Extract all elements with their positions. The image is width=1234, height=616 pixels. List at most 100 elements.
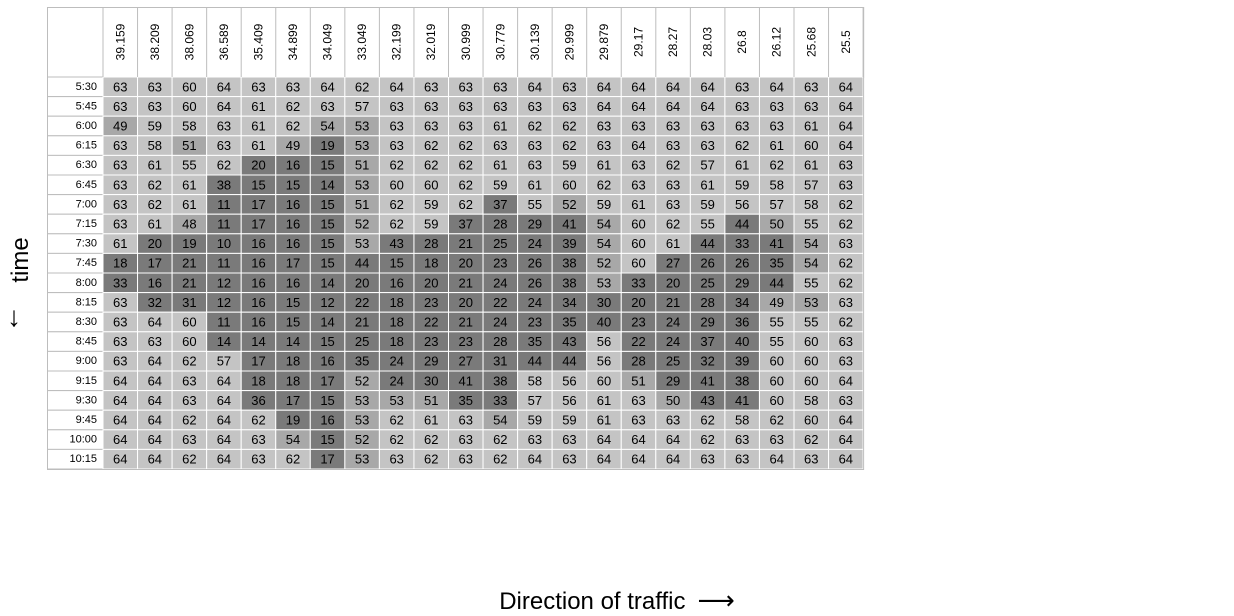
cell-value: 34 (562, 295, 576, 310)
cell-value: 16 (320, 413, 334, 428)
cell-value: 52 (562, 197, 576, 212)
cell-value: 22 (631, 334, 645, 349)
cell-value: 63 (700, 119, 714, 134)
cell-value: 64 (839, 413, 853, 428)
cell-value: 59 (424, 197, 438, 212)
cell-value: 25 (355, 334, 369, 349)
cell-value: 58 (735, 413, 749, 428)
cell-value: 33 (493, 393, 507, 408)
cell-value: 63 (700, 138, 714, 153)
cell-value: 15 (286, 295, 300, 310)
cell-value: 63 (839, 158, 853, 173)
cell-value: 19 (286, 413, 300, 428)
cell-value: 55 (804, 275, 818, 290)
cell-value: 64 (597, 432, 611, 447)
cell-value: 63 (666, 413, 680, 428)
cell-value: 62 (839, 217, 853, 232)
cell-value: 63 (700, 452, 714, 467)
column-header: 34.049 (321, 23, 335, 60)
cell-value: 53 (355, 236, 369, 251)
cell-value: 24 (493, 315, 507, 330)
cell-value: 38 (493, 373, 507, 388)
cell-value: 21 (182, 256, 196, 271)
cell-value: 17 (251, 354, 265, 369)
cell-value: 55 (528, 197, 542, 212)
cell-value: 40 (735, 334, 749, 349)
cell-value: 38 (562, 256, 576, 271)
cell-value: 64 (839, 452, 853, 467)
cell-value: 64 (700, 79, 714, 94)
cell-value: 16 (286, 217, 300, 232)
cell-value: 53 (355, 452, 369, 467)
cell-value: 63 (217, 119, 231, 134)
cell-value: 62 (286, 452, 300, 467)
cell-value: 62 (217, 158, 231, 173)
cell-value: 61 (182, 177, 196, 192)
cell-value: 62 (769, 413, 783, 428)
cell-value: 63 (113, 197, 127, 212)
y-axis-title: time (7, 237, 34, 283)
cell-value: 40 (597, 315, 611, 330)
cell-value: 27 (666, 256, 680, 271)
cell-value: 59 (493, 177, 507, 192)
cell-value: 63 (459, 99, 473, 114)
cell-value: 64 (631, 99, 645, 114)
cell-value: 63 (251, 432, 265, 447)
cell-value: 54 (493, 413, 507, 428)
cell-value: 21 (459, 315, 473, 330)
cell-value: 59 (597, 197, 611, 212)
cell-value: 63 (113, 217, 127, 232)
cell-value: 63 (459, 79, 473, 94)
row-label: 8:30 (76, 316, 97, 328)
cell-value: 61 (251, 99, 265, 114)
column-header: 29.17 (632, 27, 646, 57)
cell-value: 63 (839, 334, 853, 349)
cell-value: 63 (735, 432, 749, 447)
cell-value: 60 (182, 334, 196, 349)
cell-value: 64 (217, 393, 231, 408)
row-label: 9:30 (76, 394, 97, 406)
cell-value: 23 (528, 315, 542, 330)
row-label: 8:45 (76, 336, 97, 348)
cell-value: 64 (113, 413, 127, 428)
cell-value: 64 (148, 413, 162, 428)
cell-value: 63 (113, 99, 127, 114)
cell-value: 18 (286, 373, 300, 388)
cell-value: 21 (459, 275, 473, 290)
cell-value: 16 (251, 256, 265, 271)
cell-value: 63 (286, 79, 300, 94)
cell-value: 64 (631, 432, 645, 447)
cell-value: 18 (251, 373, 265, 388)
cell-value: 58 (182, 119, 196, 134)
cell-value: 49 (286, 138, 300, 153)
cell-value: 64 (113, 432, 127, 447)
cell-value: 18 (113, 256, 127, 271)
cell-value: 41 (735, 393, 749, 408)
cell-value: 62 (700, 432, 714, 447)
cell-value: 25 (700, 275, 714, 290)
cell-value: 15 (320, 197, 334, 212)
row-label: 10:00 (69, 434, 97, 446)
cell-value: 64 (217, 452, 231, 467)
column-header: 30.779 (493, 23, 507, 60)
row-label: 7:30 (76, 238, 97, 250)
row-label: 7:00 (76, 198, 97, 210)
cell-value: 59 (700, 197, 714, 212)
cell-value: 50 (666, 393, 680, 408)
cell-value: 64 (666, 432, 680, 447)
cell-value: 17 (251, 217, 265, 232)
cell-value: 63 (528, 138, 542, 153)
cell-value: 63 (389, 138, 403, 153)
cell-value: 63 (113, 315, 127, 330)
cell-value: 60 (769, 393, 783, 408)
cell-value: 61 (597, 393, 611, 408)
cell-value: 55 (182, 158, 196, 173)
cell-value: 48 (182, 217, 196, 232)
cell-value: 63 (839, 177, 853, 192)
cell-value: 61 (493, 119, 507, 134)
cell-value: 63 (389, 452, 403, 467)
cell-value: 44 (562, 354, 576, 369)
cell-value: 15 (389, 256, 403, 271)
row-label: 6:30 (76, 159, 97, 171)
cell-value: 62 (459, 138, 473, 153)
